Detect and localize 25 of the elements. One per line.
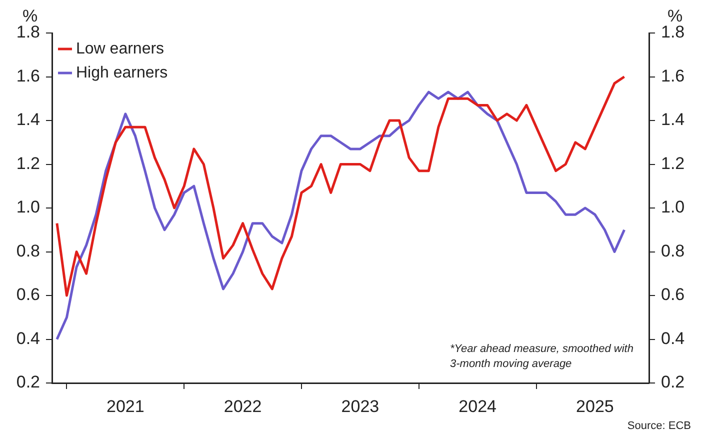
y2-tick-label: 0.2 <box>661 372 685 392</box>
y2-tick-label: 1.2 <box>661 154 685 173</box>
y2-tick-label: 1.0 <box>661 198 685 217</box>
y2-tick-label: 0.4 <box>661 328 685 348</box>
y2-tick-label: 0.6 <box>661 285 685 304</box>
y-tick-label: 0.6 <box>16 285 40 304</box>
legend-label: Low earners <box>76 40 164 58</box>
legend-label: High earners <box>76 64 168 82</box>
y-tick-label: 1.2 <box>16 154 40 173</box>
x-tick-label: 2023 <box>341 396 380 416</box>
x-tick-label: 2025 <box>576 396 614 416</box>
y-tick-label: 1.6 <box>16 66 40 86</box>
y2-tick-label: 0.8 <box>661 241 685 260</box>
y2-tick-label: 1.4 <box>661 110 685 130</box>
source-note: Source: ECB <box>627 420 691 432</box>
y-tick-label: 0.8 <box>16 241 40 260</box>
y-tick-label: 0.2 <box>16 372 40 392</box>
x-tick-label: 2024 <box>458 396 496 416</box>
y2-tick-label: 1.6 <box>661 66 685 86</box>
x-tick-label: 2021 <box>106 396 144 416</box>
y-tick-label: 0.4 <box>16 328 40 348</box>
y-tick-label: 1.0 <box>16 198 40 217</box>
x-tick-label: 2022 <box>224 396 262 416</box>
y-tick-label: 1.4 <box>16 110 40 130</box>
annotation: *Year ahead measure, smoothed with 3-month moving average <box>450 342 634 372</box>
